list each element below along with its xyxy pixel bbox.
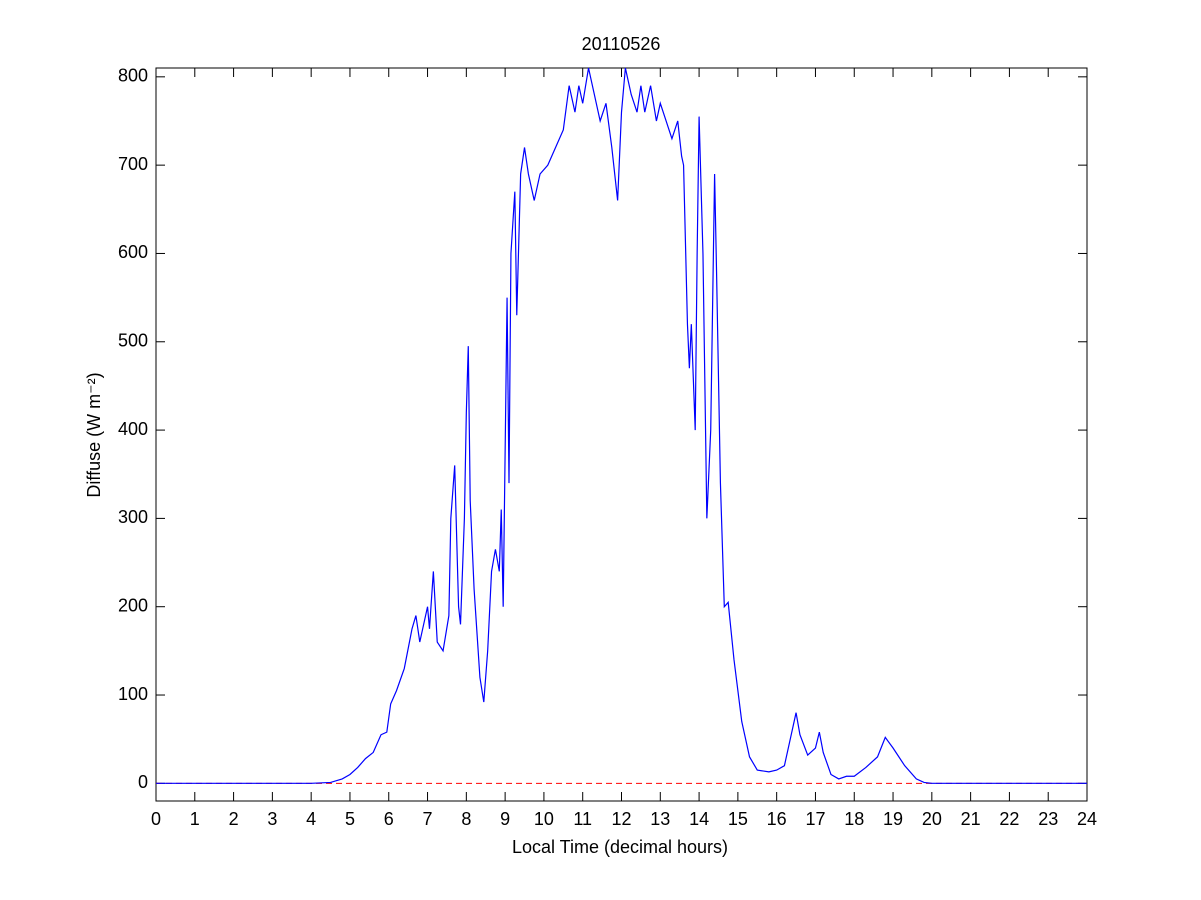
y-tick-label: 600 [118,242,148,262]
y-tick-label: 800 [118,66,148,86]
x-tick-label: 1 [190,809,200,829]
x-tick-label: 9 [500,809,510,829]
x-tick-label: 17 [805,809,825,829]
x-tick-label: 20 [922,809,942,829]
x-tick-label: 22 [999,809,1019,829]
y-tick-label: 500 [118,331,148,351]
x-tick-label: 6 [384,809,394,829]
x-tick-label: 11 [573,809,592,829]
x-tick-label: 10 [534,809,554,829]
y-tick-label: 200 [118,595,148,615]
x-tick-label: 14 [689,809,709,829]
data-line [156,67,1087,784]
x-tick-label: 13 [650,809,670,829]
x-tick-label: 23 [1038,809,1058,829]
x-tick-label: 5 [345,809,355,829]
x-tick-label: 21 [961,809,981,829]
x-tick-label: 12 [611,809,631,829]
x-axis-label: Local Time (decimal hours) [512,837,728,857]
y-tick-label: 400 [118,419,148,439]
x-tick-label: 0 [151,809,161,829]
x-tick-label: 8 [461,809,471,829]
x-tick-label: 24 [1077,809,1097,829]
chart-title: 20110526 [582,34,661,54]
x-tick-label: 7 [423,809,433,829]
x-tick-label: 3 [267,809,277,829]
y-tick-label: 300 [118,507,148,527]
y-tick-label: 0 [138,772,148,792]
x-tick-label: 18 [844,809,864,829]
x-tick-label: 19 [883,809,903,829]
y-axis-label: Diffuse (W m⁻²) [84,372,104,497]
x-tick-label: 2 [229,809,239,829]
x-tick-label: 16 [767,809,787,829]
x-tick-label: 4 [306,809,316,829]
y-tick-label: 100 [118,684,148,704]
y-tick-label: 700 [118,154,148,174]
x-tick-label: 15 [728,809,748,829]
